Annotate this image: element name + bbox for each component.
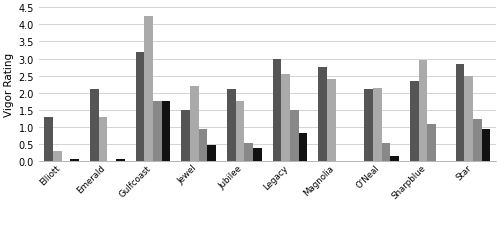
- Bar: [153, 102, 162, 162]
- Bar: [473, 119, 482, 162]
- Y-axis label: Vigor Rating: Vigor Rating: [4, 53, 14, 117]
- Bar: [272, 59, 281, 162]
- Bar: [182, 110, 190, 162]
- Bar: [236, 102, 244, 162]
- Bar: [208, 145, 216, 162]
- Bar: [244, 143, 253, 162]
- Bar: [464, 76, 473, 162]
- Bar: [282, 75, 290, 162]
- Bar: [327, 80, 336, 162]
- Bar: [98, 117, 108, 162]
- Bar: [410, 82, 418, 162]
- Bar: [382, 143, 390, 162]
- Bar: [482, 129, 490, 162]
- Bar: [456, 64, 464, 162]
- Bar: [162, 102, 170, 162]
- Bar: [136, 52, 144, 162]
- Bar: [390, 157, 399, 162]
- Bar: [44, 117, 53, 162]
- Bar: [428, 124, 436, 162]
- Bar: [418, 61, 428, 162]
- Bar: [70, 159, 79, 162]
- Bar: [318, 68, 327, 162]
- Bar: [253, 149, 262, 162]
- Bar: [116, 159, 124, 162]
- Bar: [290, 110, 299, 162]
- Bar: [364, 90, 373, 162]
- Bar: [53, 152, 62, 162]
- Bar: [299, 134, 308, 162]
- Bar: [144, 17, 153, 162]
- Bar: [90, 90, 98, 162]
- Bar: [373, 88, 382, 162]
- Bar: [227, 90, 235, 162]
- Bar: [198, 129, 207, 162]
- Bar: [190, 87, 198, 162]
